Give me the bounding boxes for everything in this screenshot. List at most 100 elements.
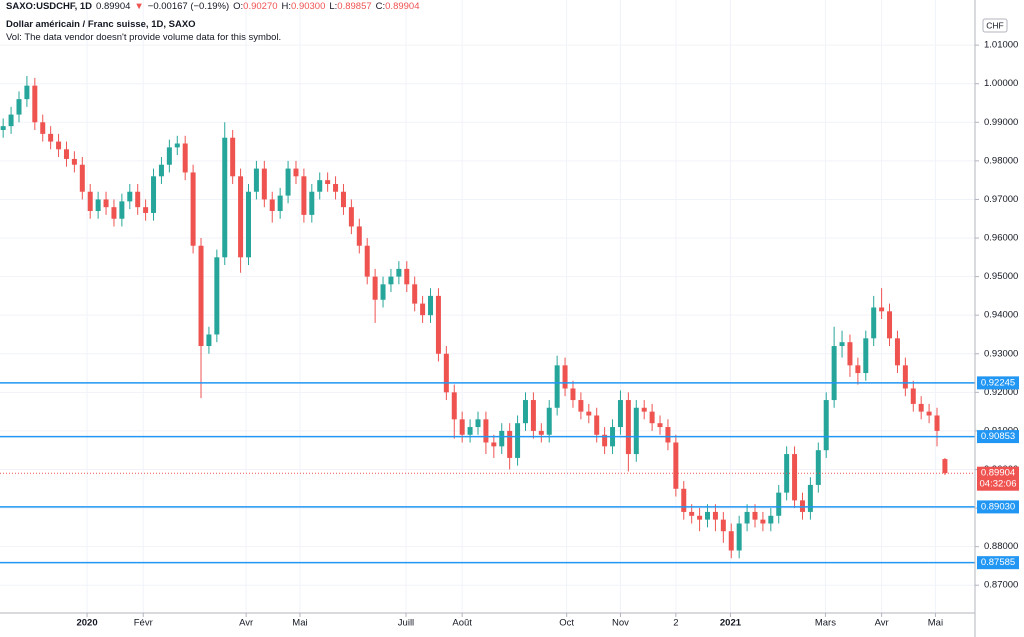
candle-body <box>325 180 331 185</box>
candle-body <box>8 114 14 127</box>
candle-body <box>871 307 877 339</box>
ohlc-key: H: <box>281 1 292 12</box>
candle-body <box>301 176 307 215</box>
currency: CHF <box>986 20 1003 30</box>
candle-body <box>388 276 394 285</box>
candle-body <box>63 149 69 159</box>
candle-body <box>79 164 85 192</box>
level-label: 0.87585 <box>981 557 1015 568</box>
candle-body <box>847 342 853 366</box>
candle-body <box>420 303 426 316</box>
candle-body <box>942 459 948 474</box>
x-tick-label: 2020 <box>76 618 97 629</box>
candle-body <box>143 207 149 213</box>
candle-body <box>887 311 893 339</box>
candle-body <box>356 226 362 246</box>
candle-body <box>467 427 473 435</box>
x-tick-label: Avr <box>875 618 889 629</box>
level-box <box>977 430 1019 444</box>
x-tick-label: Nov <box>612 618 629 629</box>
y-tick-label: 0.95000 <box>984 271 1018 282</box>
candle-body <box>428 295 434 316</box>
note: Vol: The data vendor doesn't provide vol… <box>6 32 282 43</box>
candle-body <box>594 415 600 435</box>
candle-body <box>776 492 782 516</box>
candle-body <box>103 199 109 208</box>
candle-body <box>894 338 900 366</box>
ohlc-key: L: <box>329 1 338 12</box>
candle-body <box>0 126 6 131</box>
candle-body <box>483 419 489 443</box>
x-tick-label: 2021 <box>720 618 742 629</box>
candle-body <box>681 488 687 512</box>
title: Dollar américain / Franc suisse, 1D, SAX… <box>6 19 196 30</box>
x-tick-label: Avr <box>239 618 253 629</box>
x-tick-label: Févr <box>134 618 153 629</box>
grid <box>0 0 975 613</box>
y-tick-label: 1.01000 <box>984 40 1018 51</box>
x-tick-label: Août <box>452 618 472 629</box>
candle-body <box>578 400 584 412</box>
change: −0.00167 (−0.19%) <box>147 1 230 12</box>
symbol: SAXO:USDCHF, 1D <box>6 1 93 12</box>
arrow: ▼ <box>134 1 144 12</box>
candle-body <box>792 454 798 501</box>
candle-body <box>459 419 465 435</box>
level-label: 0.92245 <box>981 377 1015 388</box>
candle-body <box>918 403 924 412</box>
candle-body <box>902 365 908 389</box>
ohlc-value: 0.90300 <box>291 1 326 12</box>
candle-body <box>744 511 750 524</box>
marks <box>0 75 975 564</box>
candle-body <box>372 276 378 300</box>
candle-body <box>728 531 734 551</box>
candle-body <box>24 85 30 100</box>
candle-body <box>760 519 766 524</box>
candle-body <box>586 411 592 416</box>
candle-body <box>253 168 259 192</box>
candle-body <box>625 400 631 455</box>
candle-body <box>641 407 647 412</box>
candle-body <box>182 143 188 173</box>
candle-body <box>95 199 101 212</box>
ohlc-value: 0.89857 <box>337 1 372 12</box>
x-tick-label: Mai <box>292 618 307 629</box>
candle-body <box>934 415 940 431</box>
y-tick-label: 0.93000 <box>984 348 1018 359</box>
candle-body <box>617 400 623 428</box>
candle-body <box>269 199 275 212</box>
candle-body <box>404 268 410 285</box>
currency-box <box>982 18 1008 33</box>
candle-body <box>831 346 837 401</box>
candle-body <box>174 143 180 148</box>
candle-body <box>736 523 742 551</box>
last-price-label: 0.89904 <box>981 468 1015 479</box>
candle-body <box>633 407 639 455</box>
y-tick-label: 0.94000 <box>984 310 1018 321</box>
candle-body <box>119 201 125 219</box>
y-tick-label: 1.00000 <box>984 78 1018 89</box>
candle-body <box>317 180 323 192</box>
x-tick-label: 2 <box>673 618 678 629</box>
candle-body <box>823 400 829 451</box>
x-tick-label: Mars <box>815 618 836 629</box>
x-tick-label: Juill <box>398 618 414 629</box>
candle-body <box>515 423 521 458</box>
y-tick-label: 0.97000 <box>984 194 1018 205</box>
candle-body <box>56 141 62 150</box>
candle-body <box>71 158 77 165</box>
candle-body <box>649 411 655 424</box>
candle-body <box>475 419 481 428</box>
candle-body <box>40 122 46 134</box>
candle-body <box>799 500 805 512</box>
candle-body <box>855 365 861 374</box>
candle-body <box>863 338 869 374</box>
candle-body <box>562 365 568 389</box>
ohlc-key: O: <box>233 1 244 12</box>
y-tick-label: 0.92000 <box>984 387 1018 398</box>
candle-body <box>396 268 402 277</box>
candle-body <box>665 427 671 443</box>
candle-body <box>451 392 457 420</box>
candle-body <box>570 388 576 401</box>
